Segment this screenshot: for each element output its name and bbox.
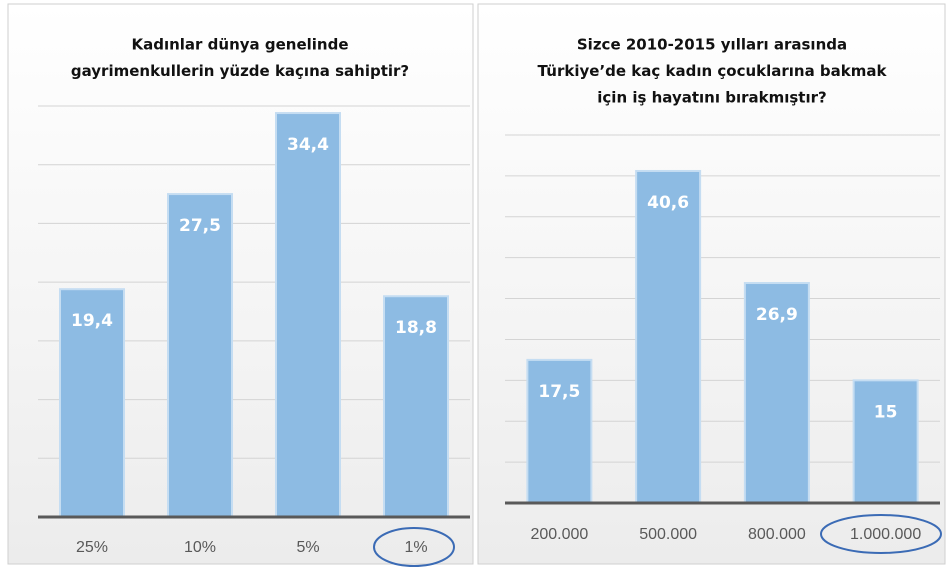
value-label: 27,5	[179, 216, 221, 236]
bar	[852, 379, 919, 505]
bar	[275, 112, 341, 518]
x-tick-label: 800.000	[748, 526, 806, 543]
x-tick-label: 200.000	[530, 526, 588, 543]
x-tick-label: 25%	[76, 539, 108, 556]
chart-title: Sizce 2010-2015 yılları arasında	[577, 36, 847, 54]
highlight-ellipse	[820, 514, 942, 554]
bar	[59, 288, 125, 518]
bar	[635, 169, 702, 505]
x-tick-label: 500.000	[639, 526, 697, 543]
bar	[526, 358, 593, 504]
bar	[167, 193, 233, 518]
value-label: 40,6	[647, 193, 689, 213]
x-tick-label: 10%	[184, 539, 216, 556]
bar	[383, 295, 449, 518]
highlight-ellipse	[373, 527, 455, 567]
value-label: 26,9	[756, 305, 798, 325]
x-tick-label: 1%	[404, 539, 427, 556]
chart-title: için iş hayatını bırakmıştır?	[597, 89, 826, 107]
value-label: 18,8	[395, 318, 437, 338]
value-label: 15	[874, 402, 898, 422]
x-tick-label: 5%	[296, 539, 319, 556]
chart-title: gayrimenkullerin yüzde kaçına sahiptir?	[71, 62, 409, 80]
value-label: 19,4	[71, 311, 113, 331]
value-label: 17,5	[538, 382, 580, 402]
value-label: 34,4	[287, 135, 329, 155]
x-tick-label: 1.000.000	[850, 526, 921, 543]
chart-title: Kadınlar dünya genelinde	[131, 36, 348, 54]
chart-title: Türkiye’de kaç kadın çocuklarına bakmak	[538, 62, 888, 80]
